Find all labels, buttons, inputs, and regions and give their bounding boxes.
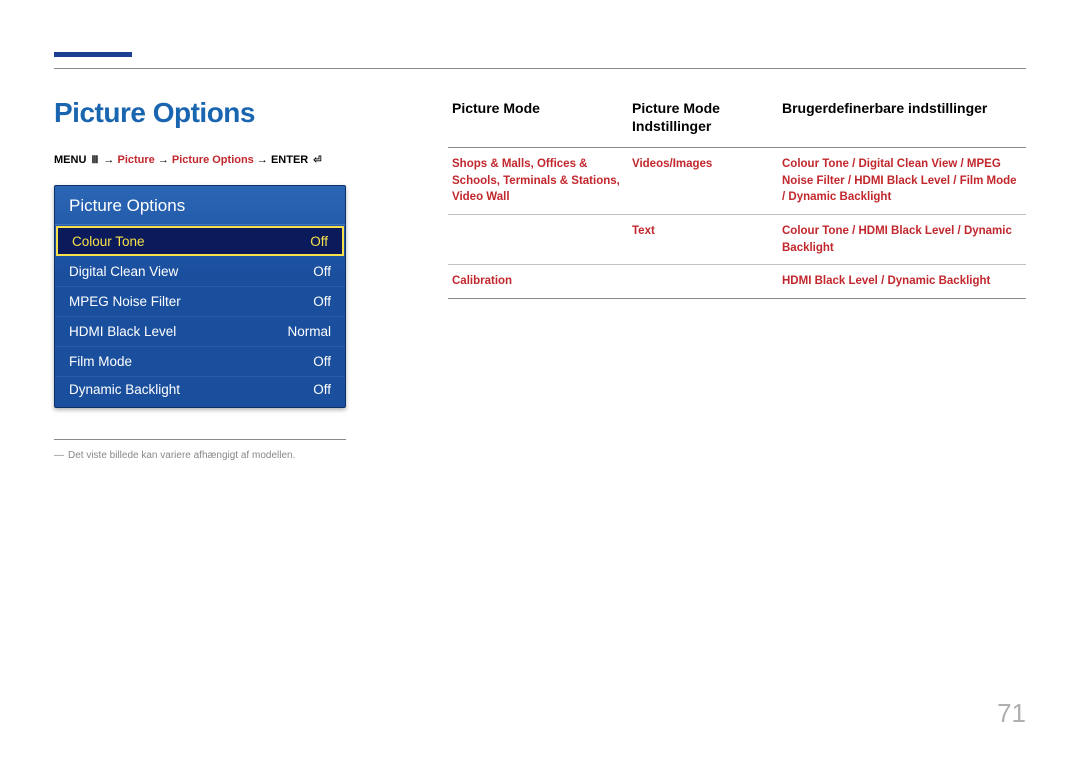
menu-row[interactable]: Dynamic Backlight Off — [55, 377, 345, 407]
table-cell-config: Colour Tone / HDMI Black Level / Dynamic… — [778, 215, 1026, 265]
menu-row-value: Off — [313, 294, 331, 309]
header-accent-bar — [54, 52, 132, 57]
breadcrumb-picture: Picture — [117, 154, 154, 166]
table-cell-setting: Videos/Images — [628, 148, 778, 215]
menu-panel: Picture Options Colour ToneOffDigital Cl… — [54, 185, 346, 408]
footnote-divider — [54, 439, 346, 440]
menu-row-value: Off — [313, 264, 331, 279]
menu-row-label: Film Mode — [69, 354, 132, 369]
table-cell-config: Colour Tone / Digital Clean View / MPEG … — [778, 148, 1026, 215]
menu-row[interactable]: Film Mode Off — [55, 347, 345, 377]
menu-header: Picture Options — [55, 186, 345, 225]
enter-icon: ⏎ — [313, 155, 321, 166]
table-cell-config: HDMI Black Level / Dynamic Backlight — [778, 265, 1026, 299]
breadcrumb-menu: MENU — [54, 154, 86, 166]
menu-row-label: Dynamic Backlight — [69, 382, 180, 397]
menu-row-value: Off — [310, 234, 328, 249]
table-cell-setting: Text — [628, 215, 778, 265]
menu-icon: Ⅲ — [91, 155, 98, 166]
breadcrumb: MENU Ⅲ → Picture → Picture Options → ENT… — [54, 154, 324, 166]
page-number: 71 — [997, 698, 1026, 729]
table-header-mode: Picture Mode — [448, 96, 628, 148]
menu-row-label: MPEG Noise Filter — [69, 294, 181, 309]
breadcrumb-enter: ENTER — [271, 154, 308, 166]
breadcrumb-arrow: → — [257, 154, 268, 166]
table-cell-setting — [628, 265, 778, 299]
menu-row-label: Digital Clean View — [69, 264, 178, 279]
footnote: Det viste billede kan variere afhængigt … — [54, 450, 295, 461]
breadcrumb-arrow: → — [158, 154, 169, 166]
info-table-wrap: Picture Mode Picture Mode Indstillinger … — [448, 96, 1026, 299]
menu-row[interactable]: Colour Tone Off — [56, 226, 344, 256]
table-cell-mode: Shops & Malls, Offices & Schools, Termin… — [448, 148, 628, 215]
breadcrumb-picture-options: Picture Options — [172, 154, 254, 166]
menu-row[interactable]: HDMI Black Level Normal — [55, 317, 345, 347]
table-header-setting: Picture Mode Indstillinger — [628, 96, 778, 148]
menu-row-value: Normal — [287, 324, 331, 339]
menu-row-value: Off — [313, 382, 331, 397]
table-header-config: Brugerdefinerbare indstillinger — [778, 96, 1026, 148]
table-row: TextColour Tone / HDMI Black Level / Dyn… — [448, 215, 1026, 265]
table-row: Shops & Malls, Offices & Schools, Termin… — [448, 148, 1026, 215]
breadcrumb-arrow: → — [103, 154, 114, 166]
menu-row[interactable]: Digital Clean View Off — [55, 257, 345, 287]
menu-row-value: Off — [313, 354, 331, 369]
header-rule — [54, 68, 1026, 69]
page-title: Picture Options — [54, 97, 255, 129]
menu-row[interactable]: MPEG Noise Filter Off — [55, 287, 345, 317]
menu-row-label: HDMI Black Level — [69, 324, 176, 339]
table-cell-mode — [448, 215, 628, 265]
table-row: Calibration HDMI Black Level / Dynamic Ba… — [448, 265, 1026, 299]
menu-row-label: Colour Tone — [72, 234, 145, 249]
table-cell-mode: Calibration — [448, 265, 628, 299]
info-table: Picture Mode Picture Mode Indstillinger … — [448, 96, 1026, 299]
